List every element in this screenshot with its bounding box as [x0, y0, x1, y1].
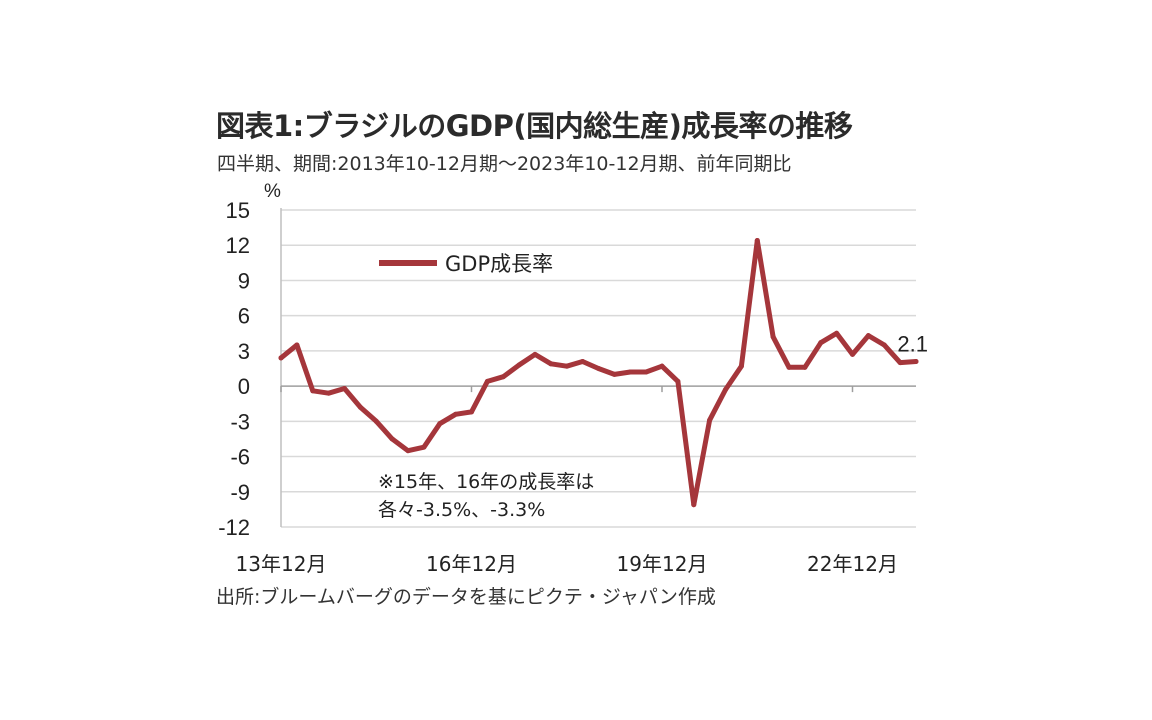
y-tick-labels: 15 12 9 6 3 0 -3 -6 -9 -12 [218, 198, 250, 540]
y-tick-label: 12 [226, 233, 250, 258]
data-point [310, 388, 316, 394]
annotation-line-1: ※15年、16年の成長率は [378, 471, 594, 493]
data-point [294, 342, 300, 348]
data-point [850, 351, 855, 357]
data-point [738, 363, 744, 369]
data-point [913, 358, 919, 364]
y-tick-label: 9 [238, 268, 250, 293]
annotation-line-2: 各々-3.5%、-3.3% [378, 499, 545, 521]
data-point [373, 418, 379, 424]
data-point [627, 369, 633, 375]
x-tick-label: 16年12月 [426, 552, 517, 576]
data-point [484, 378, 490, 384]
y-tick-label: -6 [230, 445, 250, 470]
data-point [865, 333, 871, 339]
data-point [723, 387, 728, 393]
series-layer [278, 238, 919, 508]
x-tick-label: 13年12月 [236, 552, 327, 576]
data-point [357, 404, 363, 410]
data-point [564, 363, 570, 369]
data-point [786, 364, 792, 370]
y-tick-label: -3 [230, 409, 250, 434]
data-point [548, 361, 554, 367]
gridlines [281, 209, 916, 528]
source-note: 出所:ブルームバーグのデータを基にピクテ・ジャパン作成 [216, 586, 716, 608]
data-point [691, 502, 697, 508]
y-tick-label: -9 [230, 480, 250, 505]
data-point [389, 436, 395, 442]
x-axis: 13年12月 16年12月 19年12月 22年12月 [236, 208, 916, 576]
data-point [675, 378, 681, 384]
data-point [516, 362, 522, 368]
data-point [834, 330, 840, 336]
y-tick-label: 0 [238, 374, 250, 399]
chart-title: 図表1:ブラジルのGDP(国内総生産)成長率の推移 [216, 109, 853, 143]
x-tick-label: 22年12月 [807, 552, 898, 576]
data-point [659, 363, 665, 369]
data-point [469, 409, 474, 415]
data-point [500, 374, 506, 380]
legend-label: GDP成長率 [445, 252, 553, 276]
data-point [611, 371, 617, 377]
end-value-label: 2.1 [897, 331, 928, 356]
y-tick-label: -12 [218, 515, 250, 540]
data-point [278, 355, 284, 361]
chart-subtitle: 四半期、期間:2013年10-12月期～2023年10-12月期、前年同期比 [217, 153, 792, 175]
y-tick-label: 6 [238, 304, 250, 329]
data-point [818, 340, 824, 346]
data-point [897, 360, 903, 366]
data-point [421, 444, 427, 450]
data-point [326, 390, 332, 396]
data-point [770, 334, 776, 340]
data-point [707, 417, 713, 423]
data-point [437, 421, 443, 427]
data-point [453, 411, 459, 417]
data-point [754, 238, 760, 244]
data-point [643, 369, 649, 375]
data-point [596, 366, 601, 371]
y-tick-label: 3 [238, 339, 250, 364]
x-tick-label: 19年12月 [617, 552, 708, 576]
data-point [802, 364, 808, 370]
y-axis-unit-label: % [264, 181, 281, 202]
data-point [405, 448, 411, 454]
data-point [881, 342, 887, 348]
data-point [532, 351, 538, 357]
data-point [342, 385, 347, 391]
y-tick-label: 15 [226, 198, 250, 223]
data-point [580, 358, 586, 364]
